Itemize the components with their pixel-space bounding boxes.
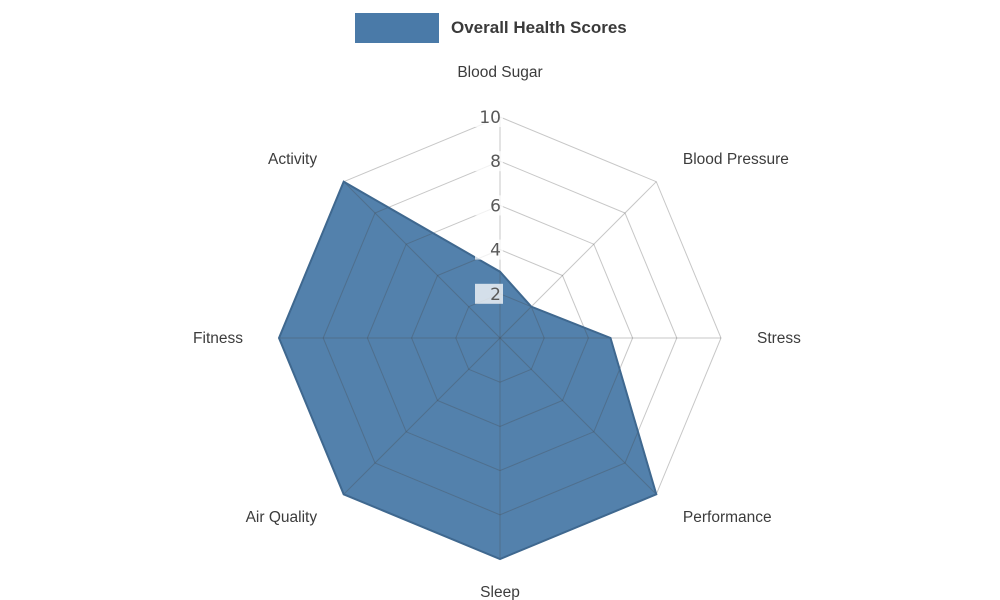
tick-label: 10 [479,108,501,128]
axis-label-blood-sugar: Blood Sugar [457,64,542,81]
tick-label-bg [475,239,503,260]
legend-label: Overall Health Scores [451,18,627,37]
legend-swatch [355,13,439,43]
axis-label-fitness: Fitness [193,330,243,347]
tick-label-bg [475,151,503,172]
tick-label-bg [475,283,503,304]
tick-label: 2 [490,285,501,305]
grid-spoke [343,181,501,339]
axis-label-activity: Activity [268,151,317,168]
grid-spoke [499,337,657,495]
axis-label-sleep: Sleep [480,584,520,600]
tick-label: 8 [490,152,501,172]
tick-label-bg [475,195,503,216]
legend: Overall Health Scores [355,13,627,43]
tick-label: 4 [490,241,501,261]
tick-label: 6 [490,196,501,216]
axis-label-blood-pressure: Blood Pressure [683,151,789,168]
grid-spoke [343,337,501,495]
data-polygon-outline [277,180,658,561]
axis-label-air-quality: Air Quality [246,509,318,526]
grid-ring [366,204,634,472]
data-polygon-fill [279,181,657,559]
axis-label-performance: Performance [683,509,772,526]
axis-label-stress: Stress [757,330,801,347]
grid-ring [455,293,545,383]
grid-ring [322,160,678,516]
grid-ring [411,249,589,427]
grid-spoke [499,181,657,339]
tick-label-bg [475,107,503,127]
